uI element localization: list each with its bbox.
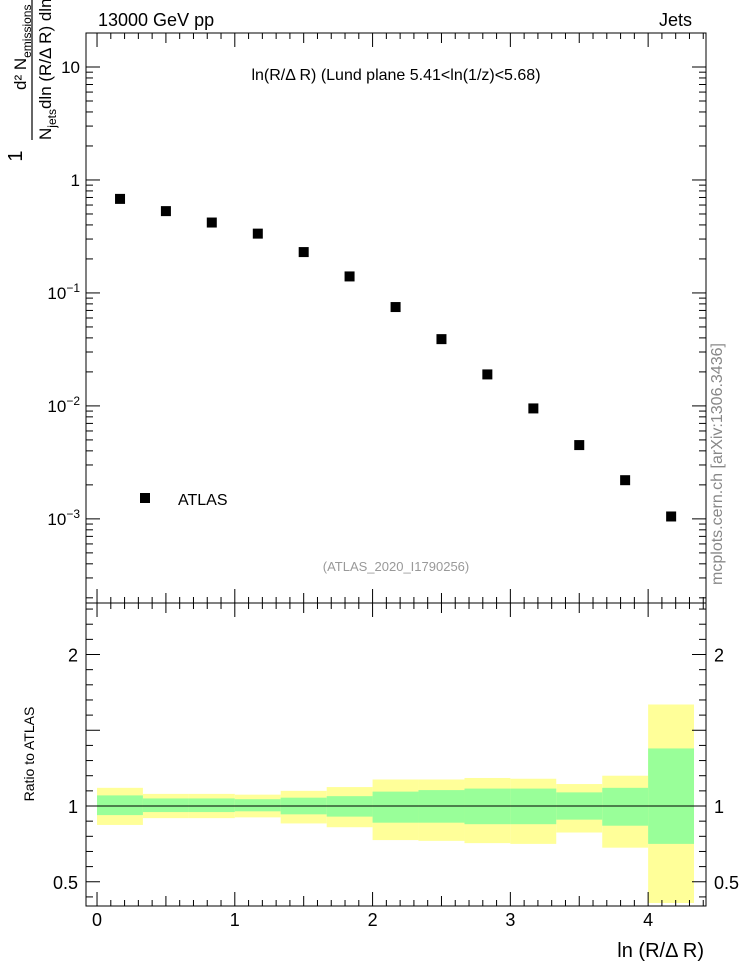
ylabel-prefix: 1 [5, 150, 27, 161]
data-point [436, 334, 447, 345]
data-point [482, 369, 493, 380]
main-title: ln(R/Δ R) (Lund plane 5.41<ln(1/z)<5.68) [251, 67, 540, 84]
main-panel: 10 1 10−1 10−2 10−3 ln(R/Δ R) (Lund plane 5.… [5, 0, 707, 604]
x-tick-label: 2 [368, 910, 378, 930]
main-data-markers [115, 193, 677, 522]
x-tick-label: 3 [505, 910, 515, 930]
ylabel-numerator-sub: emissions [20, 5, 34, 58]
y-tick-label: 10−2 [47, 394, 80, 416]
main-frame [85, 32, 707, 604]
data-point [252, 228, 263, 239]
data-point [390, 302, 401, 313]
ylabel-denominator-b: dln (R/Δ R) dln (1/z) [36, 0, 55, 109]
y-tick-label: 1 [71, 171, 80, 190]
ylabel-numerator: d² N [11, 58, 30, 90]
inner-uncertainty-band [648, 748, 695, 844]
inner-uncertainty-band [372, 791, 419, 823]
main-axis-ticks: 10 1 10−1 10−2 10−3 [47, 32, 706, 603]
y-tick-label: 10−1 [47, 281, 80, 303]
ylabel-denominator-sub: jets [45, 109, 59, 129]
ratio-y-tick-label: 2 [68, 646, 78, 666]
y-tick-label: 10 [61, 58, 80, 77]
ratio-axis-ticks: 0.5 0.5 1 1 2 2 0 1 2 3 4 [53, 603, 739, 930]
ratio-bands [97, 704, 695, 903]
inner-uncertainty-band [188, 798, 235, 813]
data-point [528, 403, 539, 414]
legend-label: ATLAS [178, 492, 228, 509]
ratio-xlabel: ln (R/Δ R) [617, 940, 704, 962]
inner-uncertainty-band [602, 787, 649, 826]
watermark: (ATLAS_2020_I1790256) [323, 559, 469, 574]
y-tick-label: 10−3 [47, 507, 80, 529]
ratio-panel: 0.5 0.5 1 1 2 2 0 1 2 3 4 Ratio to ATLAS ln (R/Δ R… [21, 602, 739, 962]
header-right: Jets [659, 10, 692, 30]
x-tick-label: 4 [643, 910, 653, 930]
data-point [620, 475, 631, 486]
header-left: 13000 GeV pp [98, 10, 214, 30]
legend-marker [140, 493, 150, 503]
data-point [115, 193, 126, 204]
data-point [206, 217, 217, 228]
svg-text:d² Nemissions: d² Nemissions [11, 5, 34, 90]
ylabel-denominator-a: N [36, 128, 55, 140]
svg-text:Njetsdln (R/Δ R) dln (1/z): Njetsdln (R/Δ R) dln (1/z) [36, 0, 59, 140]
ratio-y-tick-label-right: 1 [714, 797, 724, 817]
ratio-y-tick-label-right: 0.5 [714, 873, 739, 893]
ratio-y-tick-label: 1 [68, 797, 78, 817]
inner-uncertainty-band [97, 795, 143, 816]
data-point [160, 206, 171, 217]
x-tick-label: 0 [92, 910, 102, 930]
data-point [344, 271, 355, 282]
data-point [666, 511, 677, 522]
x-tick-label: 1 [230, 910, 240, 930]
main-ylabel: 1 d² Nemissions Njetsdln (R/Δ R) dln (1/… [5, 0, 59, 162]
data-point [574, 440, 585, 451]
side-credit: mcplots.cern.ch [arXiv:1306.3436] [709, 343, 726, 585]
inner-uncertainty-band [234, 799, 281, 812]
ratio-y-tick-label: 0.5 [53, 873, 78, 893]
data-point [298, 247, 309, 258]
ratio-ylabel: Ratio to ATLAS [21, 707, 37, 802]
inner-uncertainty-band [142, 798, 189, 813]
ratio-frame [85, 602, 707, 907]
ratio-y-tick-label-right: 2 [714, 646, 724, 666]
